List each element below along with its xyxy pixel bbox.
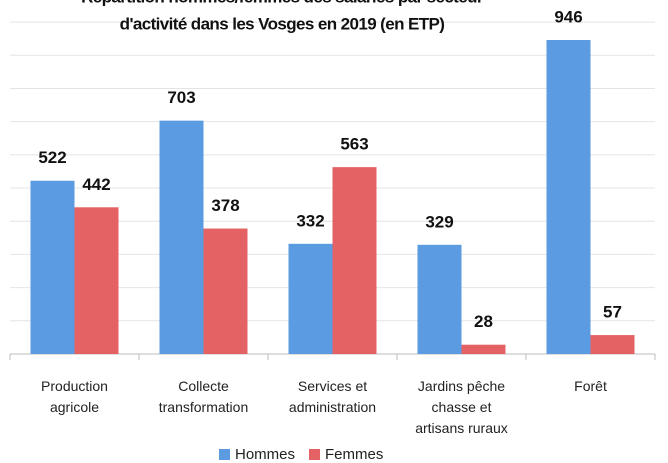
bar — [203, 228, 248, 354]
data-label: 378 — [211, 196, 239, 215]
x-tick-label: Services et administration — [288, 378, 377, 415]
data-label: 946 — [554, 7, 582, 26]
x-tick-label: Jardins pêche chasse et artisans ruraux — [415, 378, 508, 436]
data-label: 28 — [474, 312, 493, 331]
legend-label: Hommes — [235, 446, 295, 463]
data-label: 703 — [167, 88, 195, 107]
legend-label: Femmes — [325, 446, 383, 463]
legend-swatch — [309, 449, 321, 460]
bar — [159, 120, 204, 355]
data-label: 442 — [82, 175, 110, 194]
legend-swatch — [219, 449, 230, 460]
data-label: 563 — [340, 135, 368, 154]
bar — [461, 344, 506, 354]
bar — [546, 40, 591, 354]
chart-title: Répartition hommes/femmes des salariés p… — [81, 0, 484, 6]
x-tick-label: Forêt — [574, 378, 607, 394]
bar — [288, 243, 333, 354]
bar — [417, 244, 462, 354]
x-tick-label: Production agricole — [41, 378, 108, 415]
x-tick-label: Collecte transformation — [158, 378, 249, 415]
bar — [30, 180, 75, 354]
bar — [332, 167, 377, 354]
bar — [590, 335, 635, 354]
data-label: 57 — [603, 303, 622, 322]
data-label: 332 — [296, 211, 324, 230]
data-label: 329 — [425, 212, 453, 231]
data-label: 522 — [38, 148, 66, 167]
chart-title: d'activité dans les Vosges en 2019 (en E… — [120, 14, 445, 33]
bar — [74, 207, 119, 354]
